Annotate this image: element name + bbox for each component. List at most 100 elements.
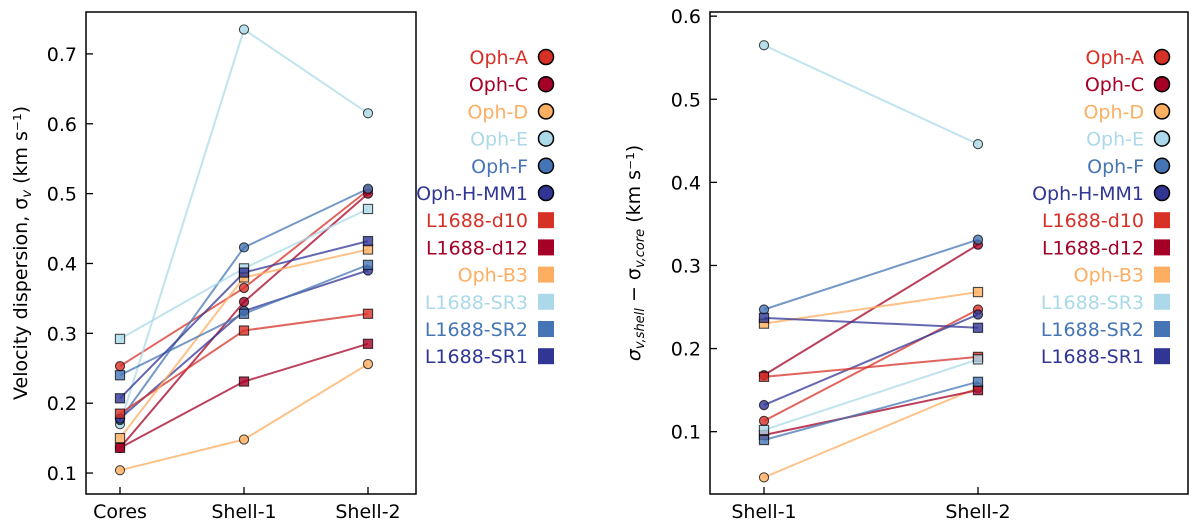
left-legend-marker: [538, 267, 554, 283]
right-legend-label: L1688-SR3: [1041, 292, 1144, 314]
left-legend-label: L1688-SR2: [425, 319, 528, 341]
left-legend-label: Oph-F: [471, 156, 528, 178]
left-legend-label: Oph-D: [467, 101, 528, 123]
right-y-tick-label: 0.1: [671, 422, 701, 444]
right-legend-marker: [1155, 50, 1170, 65]
right-legend-marker: [1155, 186, 1170, 201]
right-legend-label: Oph-C: [1085, 74, 1144, 96]
left-data-point: [239, 283, 248, 292]
right-legend-label: Oph-B3: [1074, 265, 1144, 287]
left-data-point: [115, 371, 124, 380]
right-series-line-oph-f: [764, 240, 978, 310]
right-legend-marker: [1155, 104, 1170, 119]
right-x-tick-label: Shell-1: [731, 501, 796, 523]
left-y-tick-label: 0.3: [47, 323, 77, 345]
left-data-point: [363, 109, 372, 118]
left-series-line-oph-c: [120, 194, 368, 448]
right-data-point: [759, 372, 768, 381]
right-data-point: [973, 355, 982, 364]
left-data-point: [239, 309, 248, 318]
right-data-point: [973, 310, 982, 319]
right-y-tick-label: 0.6: [671, 6, 701, 28]
right-data-point: [759, 435, 768, 444]
left-legend-marker: [539, 77, 554, 92]
right-series-line-l1688-d12: [764, 390, 978, 435]
left-x-tick-label: Shell-2: [335, 501, 400, 523]
left-data-point: [115, 334, 124, 343]
figure: 0.10.20.30.40.50.60.7 Cores Shell-1 Shell-…: [0, 0, 1200, 528]
left-legend-marker: [539, 50, 554, 65]
right-series-line-l1688-sr3: [764, 359, 978, 430]
right-data-point: [973, 377, 982, 386]
right-data-point: [973, 235, 982, 244]
left-data-point: [115, 394, 124, 403]
left-data-point: [239, 297, 248, 306]
left-panel: 0.1 0.2 0.3 0.4 0.5 0.6 0.7 Cores Shell-1 Shell-…: [10, 12, 554, 523]
right-data-point: [759, 41, 768, 50]
left-legend-marker: [539, 104, 554, 119]
left-y-tick-label: 0.2: [47, 393, 77, 415]
right-series-line-oph-d: [764, 388, 978, 478]
left-x-tick-label: Cores: [93, 501, 147, 523]
right-series-line-oph-c: [764, 245, 978, 375]
left-data-point: [239, 326, 248, 335]
left-data-point: [363, 245, 372, 254]
right-data-point: [973, 140, 982, 149]
left-legend-label: L1688-d12: [426, 237, 528, 259]
right-panel: 0.1 0.2 0.3 0.4 0.5 0.6 Shell-1 Shell-2 Oph-A O…: [623, 6, 1188, 523]
left-y-tick-label: 0.5: [47, 184, 77, 206]
left-data-point: [363, 339, 372, 348]
left-y-tick-label: 0.4: [47, 253, 77, 275]
right-legend-label: L1688-d12: [1042, 237, 1144, 259]
left-data-point: [363, 309, 372, 318]
left-data-point: [363, 184, 372, 193]
right-legend-label: Oph-H-MM1: [1032, 183, 1144, 205]
left-y-tick-label: 0.6: [47, 114, 77, 136]
left-legend-marker: [539, 186, 554, 201]
right-data-point: [759, 416, 768, 425]
right-legend-marker: [1154, 321, 1170, 337]
left-data-point: [115, 466, 124, 475]
right-legend-label: Oph-F: [1087, 156, 1144, 178]
left-legend-label: L1688-SR1: [425, 346, 528, 368]
right-legend-label: L1688-d10: [1042, 210, 1144, 232]
left-data-point: [239, 268, 248, 277]
right-legend-marker: [1155, 77, 1170, 92]
right-data-point: [973, 287, 982, 296]
right-legend-label: Oph-E: [1086, 129, 1144, 151]
left-legend-marker: [538, 212, 554, 228]
left-legend-marker: [539, 131, 554, 146]
right-data-point: [759, 473, 768, 482]
right-data-point: [973, 323, 982, 332]
right-legend-label: L1688-SR1: [1041, 346, 1144, 368]
right-legend-label: Oph-D: [1083, 101, 1144, 123]
right-legend-marker: [1154, 294, 1170, 310]
right-y-tick-label: 0.5: [671, 89, 701, 111]
left-data-point: [363, 260, 372, 269]
left-legend-label: Oph-A: [470, 47, 529, 69]
right-data-point: [759, 425, 768, 434]
left-data-point: [239, 243, 248, 252]
left-data-point: [239, 25, 248, 34]
right-y-axis-label: σv,shell − σv,core (km s⁻¹): [623, 145, 648, 361]
right-legend-marker: [1154, 348, 1170, 364]
left-legend-marker: [539, 158, 554, 173]
left-data-point: [115, 443, 124, 452]
left-data-point: [363, 359, 372, 368]
right-legend-marker: [1155, 158, 1170, 173]
right-series-line-oph-e: [764, 45, 978, 144]
right-legend-label: Oph-A: [1086, 47, 1145, 69]
left-legend-marker: [538, 294, 554, 310]
left-data-point: [239, 435, 248, 444]
right-x-tick-label: Shell-2: [945, 501, 1010, 523]
left-legend-label: Oph-B3: [458, 265, 528, 287]
left-data-point: [115, 434, 124, 443]
left-legend-marker: [538, 321, 554, 337]
right-legend-marker: [1154, 239, 1170, 255]
left-y-axis-label: Velocity dispersion, σv (km s⁻¹): [10, 106, 35, 400]
right-legend-marker: [1154, 267, 1170, 283]
left-legend-label: Oph-C: [469, 74, 528, 96]
left-legend-marker: [538, 239, 554, 255]
left-data-point: [115, 409, 124, 418]
left-data-point: [239, 377, 248, 386]
